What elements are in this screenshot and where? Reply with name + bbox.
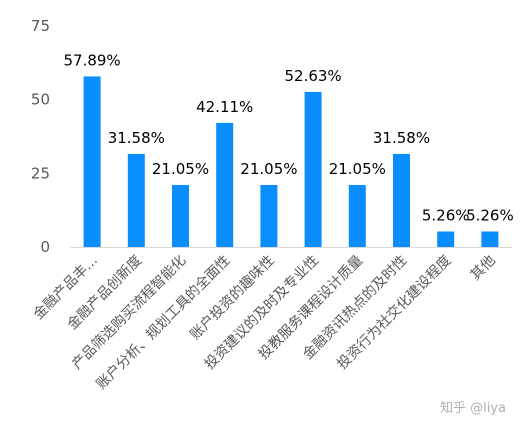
data-label: 5.26% <box>422 207 470 225</box>
bar <box>393 153 410 247</box>
data-label: 21.05% <box>329 160 386 178</box>
bar <box>348 184 366 247</box>
bar <box>304 91 322 247</box>
bar <box>481 231 499 247</box>
data-label: 21.05% <box>240 160 297 178</box>
bars <box>83 76 499 247</box>
data-label: 21.05% <box>152 160 209 178</box>
y-axis: 0 25 50 75 <box>31 17 50 256</box>
data-labels: 57.89% 31.58% 21.05% 42.11% 21.05% 52.63% 21.0… <box>63 51 513 224</box>
bar <box>83 76 101 247</box>
bar <box>127 153 145 247</box>
data-label: 5.26% <box>466 207 514 225</box>
x-axis-categories: 金融产品丰...金融产品创新度产品筛选购买流程智能化账户分析、规划工具的全面性账… <box>31 252 499 393</box>
bar <box>216 122 234 247</box>
data-label: 42.11% <box>196 98 253 116</box>
y-tick-label: 25 <box>31 164 50 182</box>
bar <box>437 231 455 247</box>
data-label: 57.89% <box>63 51 120 69</box>
data-label: 31.58% <box>108 129 165 147</box>
data-label: 31.58% <box>373 129 430 147</box>
x-tick-label: 其他 <box>468 253 499 284</box>
bar <box>260 184 278 247</box>
y-tick-label: 50 <box>31 91 50 109</box>
x-tick-label: 账户投资的趣味性 <box>187 252 278 343</box>
watermark: 知乎 @liya <box>440 400 506 416</box>
data-label: 52.63% <box>284 67 341 85</box>
y-tick-label: 75 <box>31 17 50 35</box>
bar <box>172 184 189 247</box>
y-tick-label: 0 <box>40 238 50 256</box>
